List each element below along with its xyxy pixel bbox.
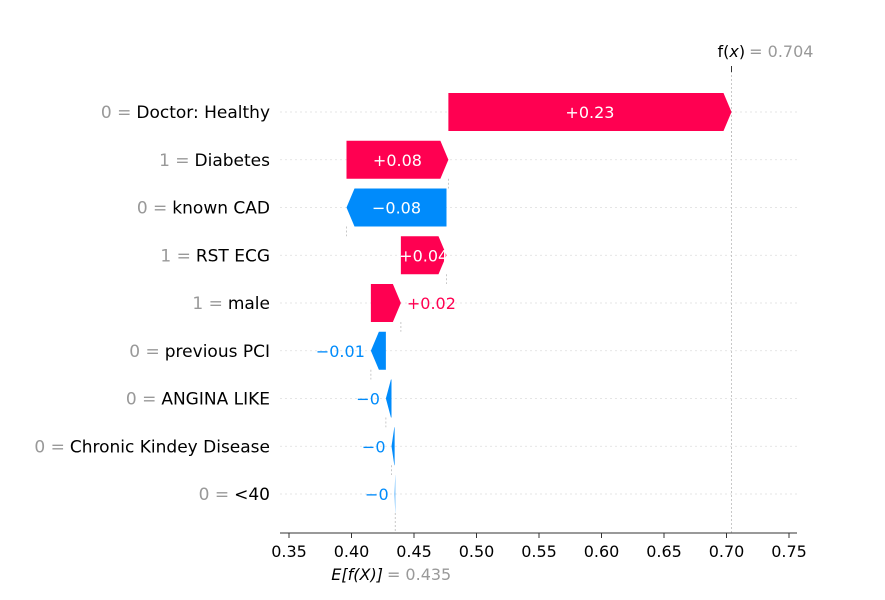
bar-value-label: +0.23 — [565, 103, 614, 122]
feature-value: 0 = — [199, 485, 229, 505]
feature-label: 0 = Chronic Kindey Disease — [34, 437, 270, 457]
fx-value: = 0.704 — [749, 42, 813, 61]
feature-name: <40 — [234, 485, 270, 505]
x-tick-label: 0.50 — [459, 542, 495, 561]
feature-name: Chronic Kindey Disease — [70, 437, 270, 457]
feature-name: known CAD — [172, 199, 270, 219]
feature-name: previous PCI — [165, 342, 270, 362]
feature-name: Diabetes — [195, 151, 271, 171]
x-tick-label: 0.65 — [646, 542, 682, 561]
positive-bar — [346, 140, 449, 179]
feature-value: 0 = — [137, 199, 167, 219]
fx-var: x — [728, 42, 739, 61]
x-tick-label: 0.45 — [396, 542, 432, 561]
x-tick-label: 0.75 — [771, 542, 807, 561]
feature-value: 1 = — [192, 294, 222, 314]
feature-label: 0 = known CAD — [137, 199, 270, 219]
fx-prefix: f( — [718, 42, 730, 61]
bar-value-label: +0.08 — [373, 151, 422, 170]
feature-label: 1 = RST ECG — [160, 246, 270, 266]
feature-label: 1 = Diabetes — [159, 151, 270, 171]
x-tick-label: 0.55 — [521, 542, 557, 561]
negative-bar — [346, 188, 447, 227]
bar-value-label: +0.02 — [407, 294, 456, 313]
x-tick-label: 0.35 — [271, 542, 307, 561]
feature-name: RST ECG — [196, 246, 270, 266]
negative-bar — [391, 427, 395, 466]
negative-bar — [385, 379, 392, 418]
feature-value: 0 = — [129, 342, 159, 362]
feature-value: 1 = — [159, 151, 189, 171]
feature-name: Doctor: Healthy — [136, 103, 270, 123]
feature-value: 0 = — [126, 390, 156, 410]
bar-value-label: −0.08 — [372, 199, 421, 218]
bar-value-label: +0.04 — [399, 246, 448, 265]
connector-lines — [346, 131, 732, 475]
feature-value: 0 = — [101, 103, 131, 123]
feature-label: 0 = Doctor: Healthy — [101, 103, 270, 123]
bar-value-label: −0 — [365, 485, 389, 504]
feature-name: male — [228, 294, 270, 314]
efx-value: = 0.435 — [387, 565, 451, 584]
efx-expr: E[f(X)] — [331, 565, 383, 584]
fx-label: f(x) = 0.704 — [718, 42, 814, 61]
efx-label: E[f(X)] = 0.435 — [331, 565, 451, 584]
x-tick-label: 0.40 — [334, 542, 370, 561]
feature-value: 0 = — [34, 437, 64, 457]
bar-value-label: −0 — [362, 437, 386, 456]
feature-name: ANGINA LIKE — [161, 390, 270, 410]
feature-label: 0 = previous PCI — [129, 342, 270, 362]
positive-bar — [400, 236, 447, 275]
x-tick-label: 0.70 — [709, 542, 745, 561]
fx-suffix: ) — [739, 42, 745, 61]
bar-value-label: −0 — [356, 390, 380, 409]
fx-marker: f(x) = 0.704 — [718, 42, 814, 533]
feature-value: 1 = — [160, 246, 190, 266]
negative-bar — [370, 331, 386, 370]
feature-label: 0 = ANGINA LIKE — [126, 390, 270, 410]
negative-bar — [394, 475, 396, 513]
positive-bar — [370, 284, 401, 322]
x-axis: 0.35 0.40 0.45 0.50 0.55 0.60 0.65 0.70 0.75 — [271, 532, 807, 561]
feature-label: 1 = male — [192, 294, 270, 314]
positive-bar — [448, 93, 732, 131]
bars: +0.23 +0.08 −0.08 +0.04 +0.02 −0.01 −0 −0 −0 — [316, 93, 732, 513]
feature-label: 0 = <40 — [199, 485, 270, 505]
efx-marker: E[f(X)] = 0.435 — [331, 513, 451, 584]
bar-value-label: −0.01 — [316, 342, 365, 361]
x-tick-label: 0.60 — [584, 542, 620, 561]
